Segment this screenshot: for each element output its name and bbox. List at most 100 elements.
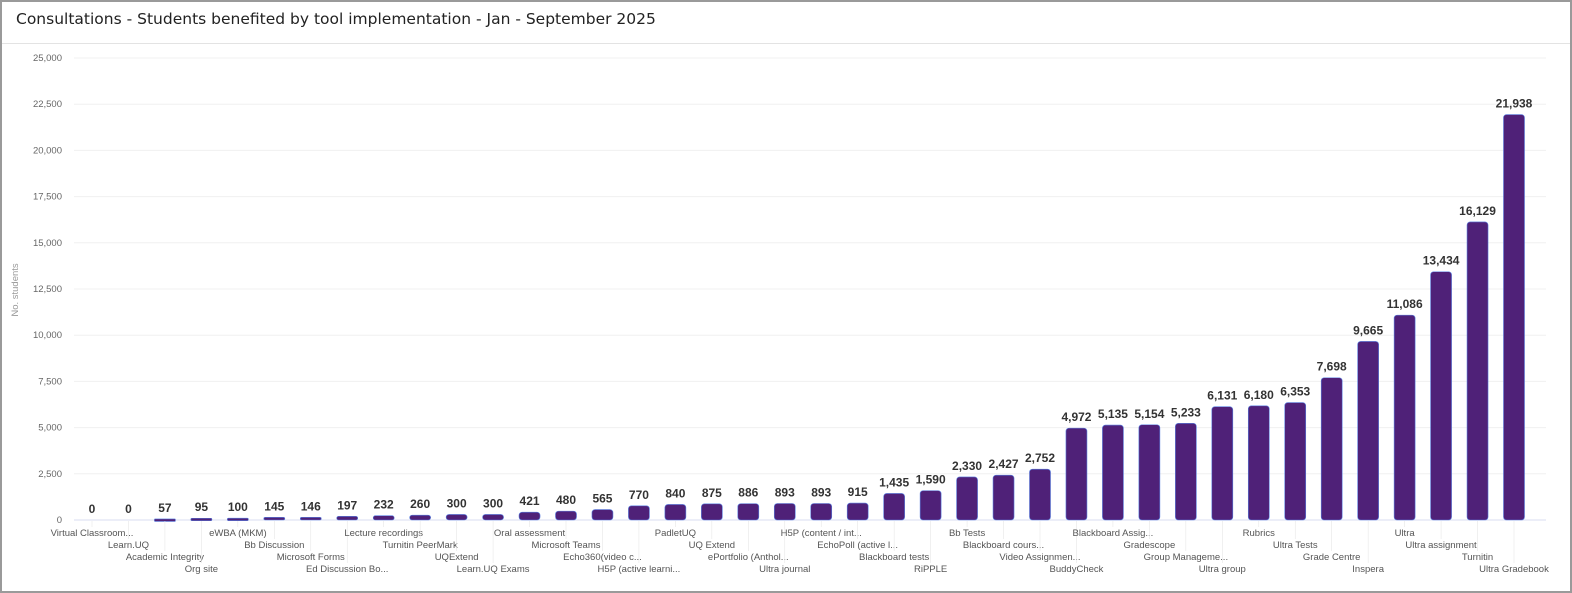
x-tick-label: Gradescope bbox=[1124, 540, 1176, 551]
bar bbox=[1284, 402, 1307, 521]
bar bbox=[1175, 422, 1197, 521]
y-tick-label: 7,500 bbox=[38, 376, 62, 387]
bar bbox=[1466, 221, 1489, 521]
data-label: 300 bbox=[447, 496, 467, 510]
data-label: 300 bbox=[483, 496, 503, 510]
data-label: 100 bbox=[228, 500, 248, 514]
y-tick-label: 5,000 bbox=[38, 423, 62, 434]
bar bbox=[1029, 468, 1051, 521]
data-label: 915 bbox=[848, 485, 868, 499]
bar bbox=[773, 503, 796, 521]
y-tick-label: 0 bbox=[57, 515, 62, 526]
data-label: 6,353 bbox=[1280, 385, 1310, 399]
bar bbox=[482, 514, 504, 521]
bar bbox=[372, 515, 395, 521]
data-label: 13,434 bbox=[1423, 254, 1460, 268]
x-tick-label: BuddyCheck bbox=[1050, 564, 1104, 575]
bar bbox=[810, 503, 833, 521]
bar bbox=[1247, 405, 1270, 521]
x-tick-label: Echo360(video c... bbox=[563, 552, 642, 563]
data-label: 421 bbox=[520, 494, 540, 508]
y-tick-label: 17,500 bbox=[33, 192, 62, 203]
x-tick-label: Blackboard tests bbox=[859, 552, 929, 563]
bar bbox=[956, 476, 978, 521]
x-tick-label: UQ Extend bbox=[689, 540, 735, 551]
data-label: 6,131 bbox=[1207, 389, 1237, 403]
x-tick-label: Blackboard Assig... bbox=[1073, 528, 1154, 539]
x-tick-label: Ultra assignment bbox=[1405, 540, 1477, 551]
bar bbox=[1430, 271, 1452, 521]
x-tick-label: ePortfolio (Anthol... bbox=[708, 552, 789, 563]
bar bbox=[1357, 341, 1379, 521]
x-tick-label: Ultra Gradebook bbox=[1479, 564, 1549, 575]
bar bbox=[737, 503, 760, 521]
x-tick-label: Learn.UQ Exams bbox=[457, 564, 530, 575]
x-tick-label: Rubrics bbox=[1243, 528, 1275, 539]
bar bbox=[628, 505, 650, 521]
data-label: 1,590 bbox=[916, 473, 946, 487]
title-divider bbox=[2, 43, 1570, 44]
data-label: 2,752 bbox=[1025, 451, 1055, 465]
data-label: 232 bbox=[374, 498, 394, 512]
x-tick-label: Ed Discussion Bo... bbox=[306, 564, 388, 575]
bar bbox=[409, 514, 431, 521]
bar bbox=[555, 510, 577, 521]
x-tick-label: Bb Discussion bbox=[244, 540, 304, 551]
x-tick-label: H5P (content / int... bbox=[781, 528, 862, 539]
data-label: 6,180 bbox=[1244, 388, 1274, 402]
x-tick-label: RiPPLE bbox=[914, 564, 947, 575]
bar bbox=[1393, 314, 1416, 521]
bar bbox=[1211, 406, 1234, 521]
data-label: 260 bbox=[410, 497, 430, 511]
data-label: 21,938 bbox=[1496, 97, 1533, 111]
data-label: 5,135 bbox=[1098, 407, 1128, 421]
x-tick-label: Oral assessment bbox=[494, 528, 566, 539]
x-tick-label: Video Assignmen... bbox=[999, 552, 1080, 563]
x-tick-label: Org site bbox=[185, 564, 218, 575]
data-label: 95 bbox=[195, 500, 209, 514]
bar bbox=[227, 517, 249, 521]
bar bbox=[299, 517, 322, 521]
data-label: 4,972 bbox=[1061, 410, 1091, 424]
data-label: 5,233 bbox=[1171, 405, 1201, 419]
data-label: 2,427 bbox=[989, 457, 1019, 471]
bar bbox=[883, 493, 905, 521]
data-label: 840 bbox=[665, 486, 685, 500]
x-tick-label: Ultra bbox=[1395, 528, 1416, 539]
x-tick-label: Inspera bbox=[1352, 564, 1384, 575]
y-tick-label: 15,000 bbox=[33, 238, 62, 249]
data-label: 0 bbox=[89, 502, 96, 516]
data-label: 11,086 bbox=[1387, 297, 1423, 311]
bar bbox=[992, 474, 1015, 521]
x-tick-label: Virtual Classroom... bbox=[51, 528, 134, 539]
data-label: 1,435 bbox=[879, 475, 909, 489]
x-tick-label: Turnitin PeerMark bbox=[383, 540, 458, 551]
bar bbox=[701, 503, 723, 521]
data-label: 2,330 bbox=[952, 459, 982, 473]
y-tick-label: 12,500 bbox=[33, 284, 62, 295]
bar bbox=[919, 490, 942, 521]
data-label: 893 bbox=[811, 485, 831, 499]
data-label: 197 bbox=[337, 498, 357, 512]
bar bbox=[664, 504, 687, 521]
data-label: 893 bbox=[775, 485, 795, 499]
data-label: 7,698 bbox=[1317, 360, 1347, 374]
data-label: 0 bbox=[125, 502, 132, 516]
y-tick-label: 10,000 bbox=[33, 330, 62, 341]
bar bbox=[1503, 114, 1525, 521]
x-tick-label: Ultra Tests bbox=[1273, 540, 1318, 551]
data-label: 9,665 bbox=[1353, 323, 1383, 337]
bar bbox=[1138, 424, 1161, 521]
y-tick-label: 2,500 bbox=[38, 469, 62, 480]
chart-title: Consultations - Students benefited by to… bbox=[16, 10, 656, 28]
data-label: 565 bbox=[592, 492, 612, 506]
bar bbox=[1065, 427, 1088, 521]
bar bbox=[846, 502, 869, 521]
data-label: 886 bbox=[738, 486, 758, 500]
x-tick-label: Microsoft Teams bbox=[532, 540, 601, 551]
x-tick-label: PadletUQ bbox=[655, 528, 696, 539]
x-tick-label: Bb Tests bbox=[949, 528, 986, 539]
x-tick-label: Ultra journal bbox=[759, 564, 810, 575]
data-label: 16,129 bbox=[1459, 204, 1496, 218]
